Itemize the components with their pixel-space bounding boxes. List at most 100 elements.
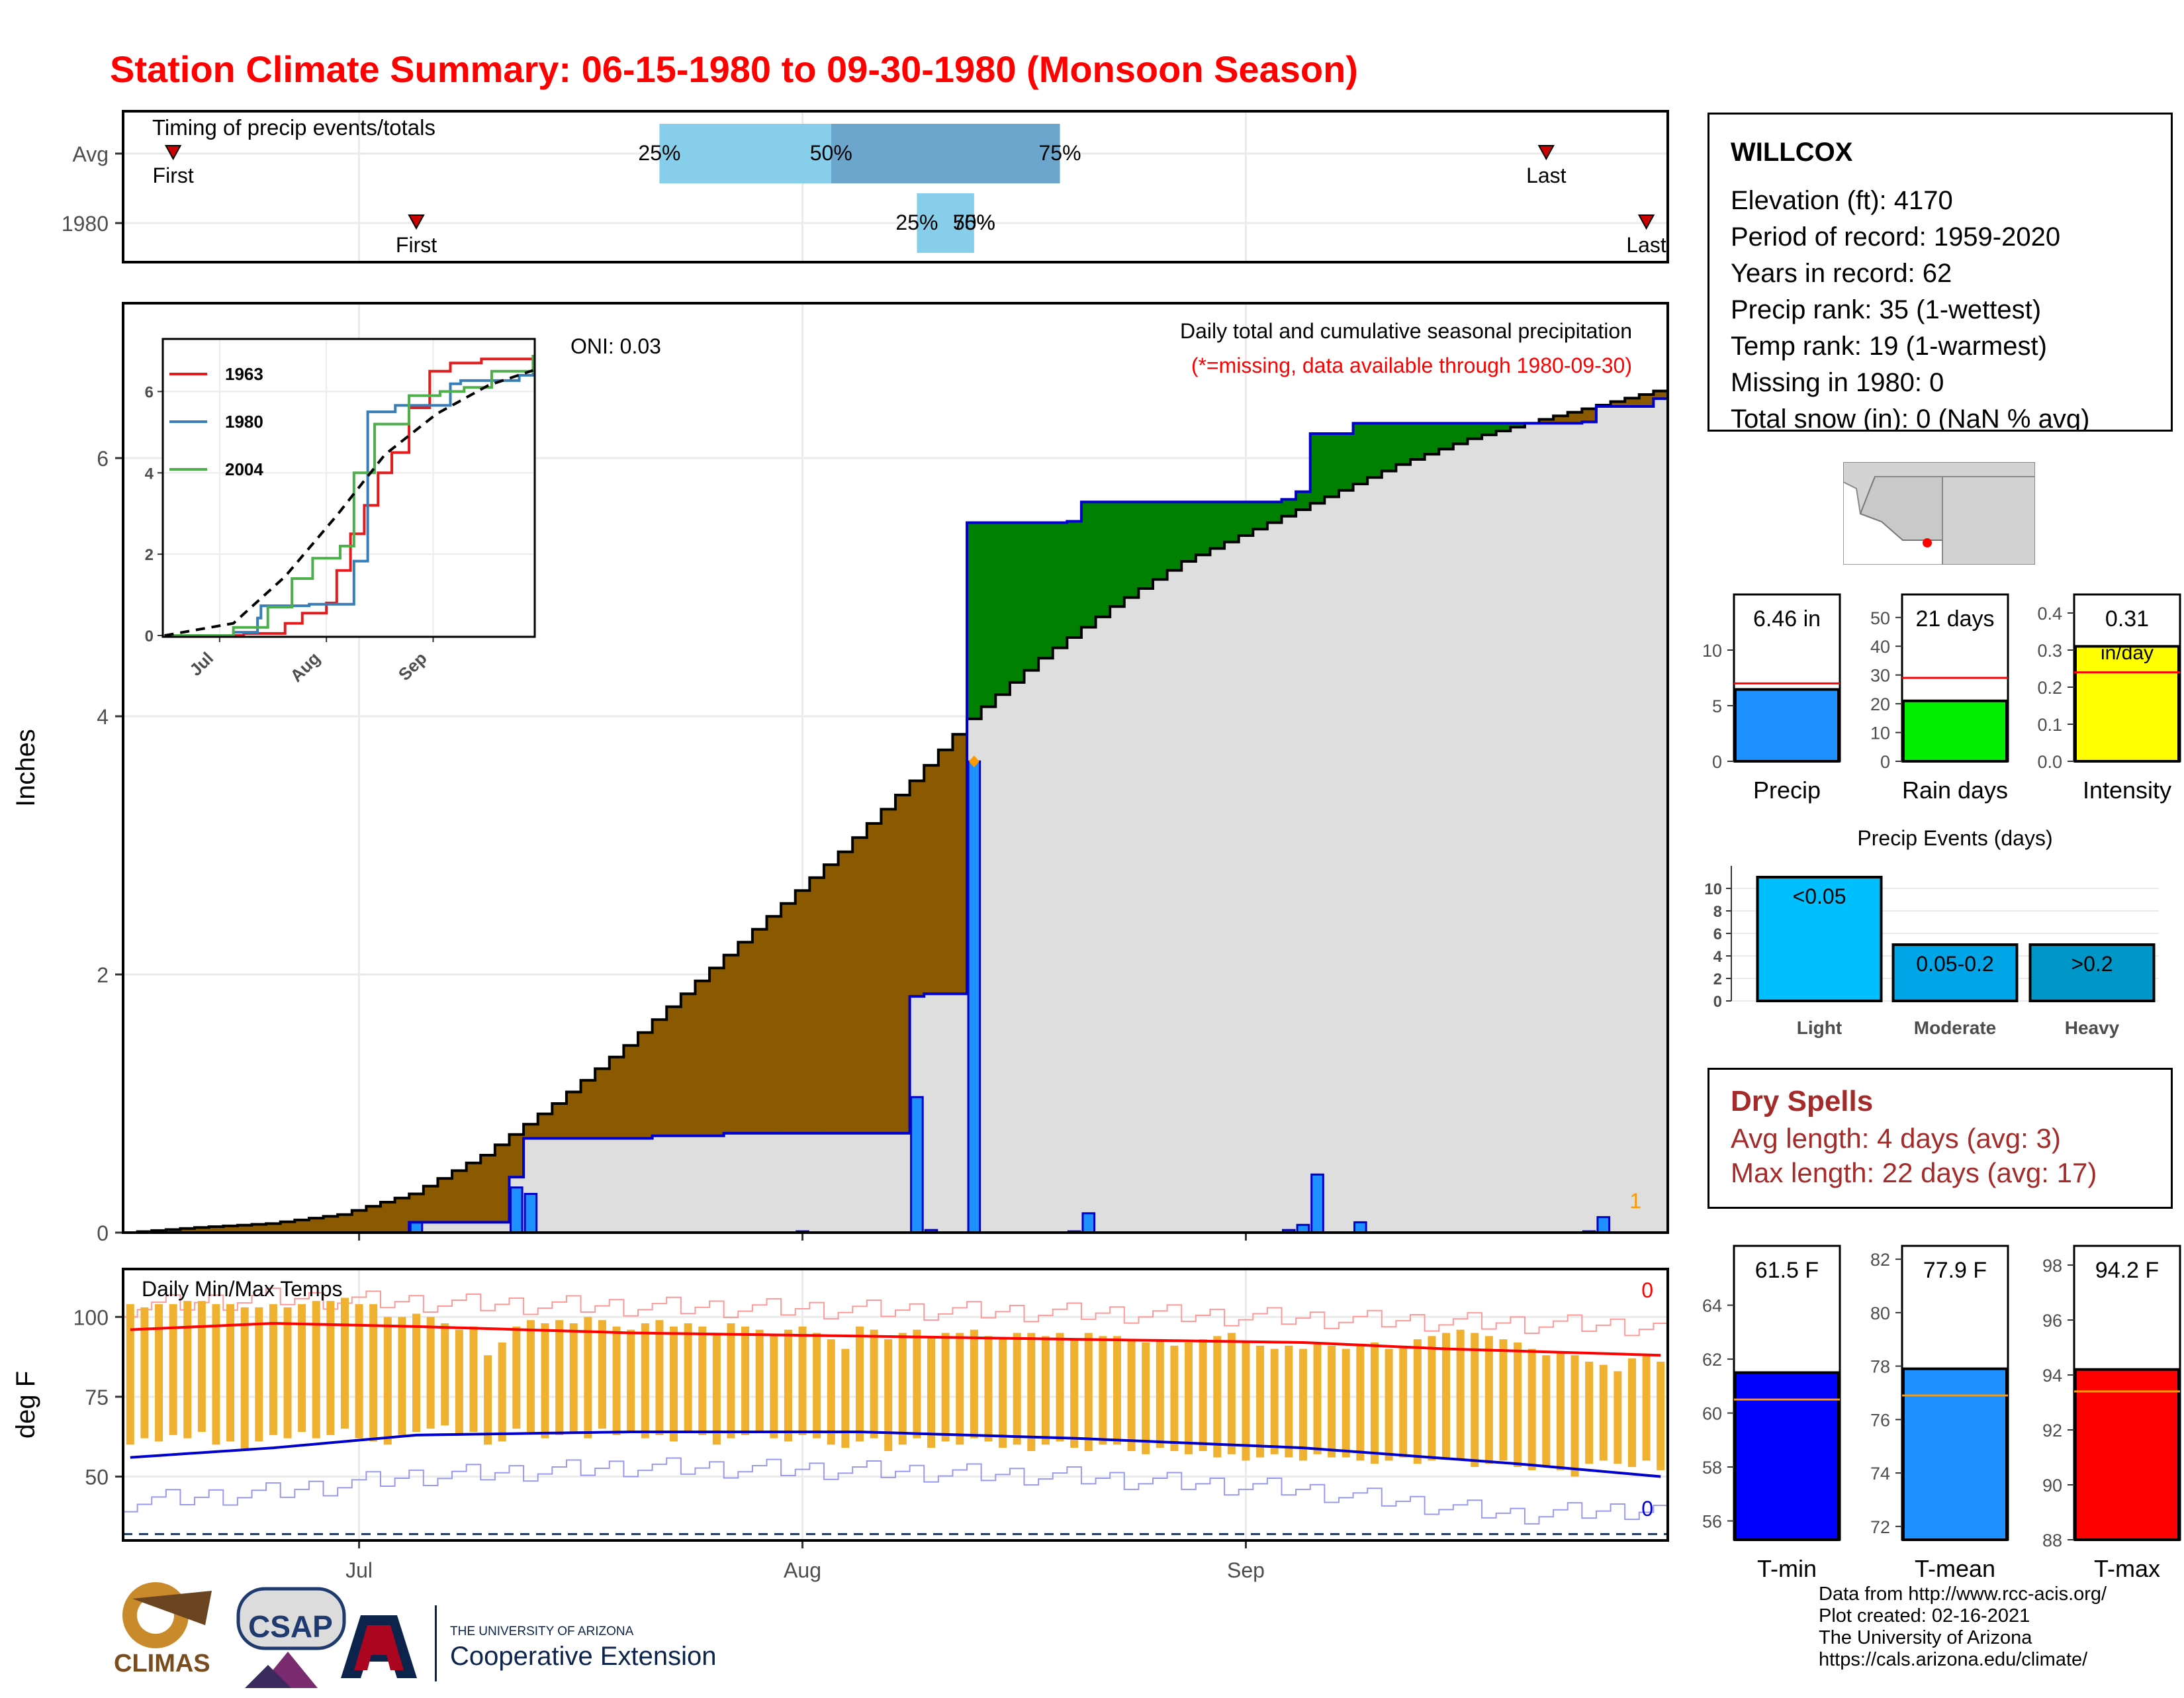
temps-daily-bar <box>126 1304 134 1445</box>
precip-above-avg-fill <box>1467 423 1482 439</box>
tbar-2-category-label: T-max <box>2094 1555 2160 1582</box>
precip-avg-fill <box>1639 406 1654 1233</box>
precip-subtitle: Daily total and cumulative seasonal prec… <box>1180 319 1632 343</box>
precip-above-avg-fill <box>1281 499 1297 516</box>
precip-avg-fill <box>924 994 939 1233</box>
temps-daily-bar <box>441 1323 449 1426</box>
precip-below-avg-fill <box>480 1155 496 1223</box>
pbar-1-y-tick-label: 20 <box>1870 694 1890 714</box>
precip-avg-fill <box>1353 484 1368 1233</box>
tbar-1-y-tick-label: 74 <box>1870 1464 1890 1484</box>
temps-daily-bar <box>1213 1336 1222 1458</box>
precip-below-avg-fill <box>338 1214 353 1233</box>
temps-daily-bar <box>1471 1333 1479 1468</box>
precip-avg-fill <box>623 1138 639 1233</box>
inset-y-tick-label: 6 <box>145 383 154 401</box>
precip-above-avg-fill <box>1153 502 1168 580</box>
precip-avg-fill <box>1439 449 1454 1233</box>
precip-below-avg-fill <box>838 851 853 1133</box>
temps-daily-bar <box>1242 1342 1250 1461</box>
precip-avg-fill <box>1067 637 1082 1233</box>
temps-daily-bar <box>670 1326 678 1442</box>
temps-count-bottom: 0 <box>1641 1497 1653 1521</box>
tbar-2-y-tick-label: 88 <box>2042 1531 2062 1550</box>
precip-below-avg-fill <box>766 916 782 1133</box>
timing-q50-label: 50% <box>810 141 852 165</box>
precip-y-tick-label: 2 <box>97 963 109 987</box>
temps-daily-bar <box>627 1329 635 1432</box>
precip-above-avg-fill <box>1138 502 1154 589</box>
precip-daily-bar <box>967 760 981 1234</box>
precip-avg-fill <box>752 1133 768 1233</box>
precip-avg-fill <box>1181 561 1197 1233</box>
temps-daily-bar <box>255 1307 263 1442</box>
tbar-1-y-tick-label: 80 <box>1870 1303 1890 1323</box>
precip-below-avg-fill <box>895 794 911 1133</box>
events-y-tick-label: 8 <box>1713 903 1722 921</box>
precip-avg-fill <box>537 1138 553 1233</box>
pbar-2-y-tick-label: 0.1 <box>2037 715 2062 735</box>
precip-avg-fill <box>1324 496 1340 1233</box>
temps-daily-bar <box>312 1301 320 1439</box>
precip-below-avg-fill <box>1653 391 1668 399</box>
timing-last-label: Last <box>1626 233 1666 257</box>
precip-above-avg-fill <box>1453 423 1469 444</box>
precip-avg-fill <box>1367 477 1383 1233</box>
temps-daily-bar <box>727 1323 735 1439</box>
temps-avg-min-line <box>130 1431 1661 1478</box>
temps-daily-bar <box>1270 1348 1279 1454</box>
temps-daily-bar <box>240 1307 249 1451</box>
temps-daily-bar <box>855 1326 864 1442</box>
temps-daily-bar <box>355 1304 363 1439</box>
precip-above-avg-fill <box>1253 502 1268 530</box>
pbar-2-y-tick-label: 0.2 <box>2037 678 2062 698</box>
precip-daily-bar <box>1081 1212 1096 1234</box>
temps-daily-bar <box>412 1313 421 1432</box>
tbar-0-y-tick-label: 60 <box>1702 1404 1722 1424</box>
precip-above-avg-fill <box>981 522 996 707</box>
precip-below-avg-fill <box>266 1223 281 1233</box>
precip-below-avg-fill <box>195 1227 210 1233</box>
precip-avg-fill <box>1124 597 1139 1233</box>
timing-label: Timing of precip events/totals <box>152 115 435 140</box>
precip-below-avg-fill <box>738 942 753 1133</box>
timing-bar-50-75 <box>831 124 1060 183</box>
precip-below-avg-fill <box>609 1057 624 1139</box>
precip-avg-fill <box>1253 529 1268 1233</box>
precip-below-avg-fill <box>1539 419 1554 424</box>
timing-q25-label: 25% <box>638 141 680 165</box>
temps-daily-bar <box>1084 1333 1093 1451</box>
temps-daily-bar <box>1385 1348 1393 1461</box>
university-arizona-logo: THE UNIVERSITY OF ARIZONA Cooperative Ex… <box>341 1605 716 1681</box>
precip-below-avg-fill <box>180 1228 195 1233</box>
timing-bar-25-50 <box>659 124 831 183</box>
precip-1980-line <box>123 397 1668 1234</box>
station-temp-rank: Temp rank: 19 (1-warmest) <box>1731 332 2047 361</box>
station-years: Years in record: 62 <box>1731 259 1952 288</box>
precip-avg-fill <box>652 1135 667 1233</box>
precip-avg-fill <box>1153 579 1168 1233</box>
tbar-2-y-tick-label: 90 <box>2042 1476 2062 1495</box>
pbar-2-y-tick-label: 0.3 <box>2037 641 2062 661</box>
temps-daily-bar <box>1298 1348 1307 1461</box>
precip-avg-fill <box>1453 444 1469 1233</box>
temps-daily-bar <box>1527 1348 1536 1470</box>
precip-avg-fill <box>695 1135 710 1233</box>
precip-below-avg-fill <box>623 1045 639 1139</box>
precip-avg-fill <box>1582 422 1597 1233</box>
precip-avg-fill <box>1138 588 1154 1233</box>
timing-row-label: Avg <box>72 142 109 166</box>
temps-daily-bar <box>1227 1333 1236 1454</box>
precip-below-avg-fill <box>638 1032 653 1139</box>
pbar-1-value-label: 21 days <box>1915 606 1994 632</box>
precip-avg-fill <box>1267 522 1283 1233</box>
pbar-1-y-tick-label: 40 <box>1870 637 1890 657</box>
precip-below-avg-fill <box>394 1198 410 1233</box>
precip-avg-fill <box>1296 510 1311 1233</box>
precip-below-avg-fill <box>351 1210 367 1233</box>
temps-daily-bar <box>913 1329 921 1439</box>
